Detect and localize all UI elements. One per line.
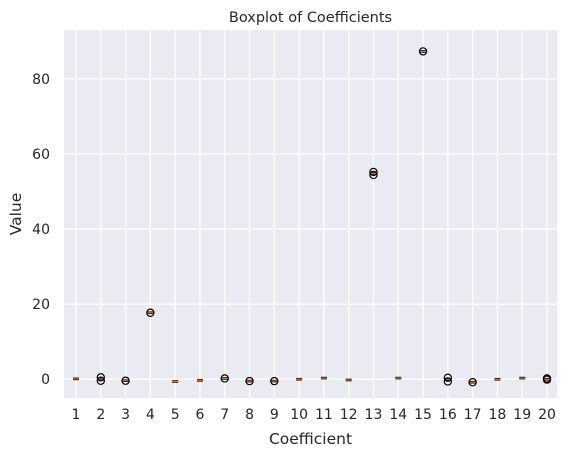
- chart-title: Boxplot of Coefficients: [229, 10, 392, 26]
- x-tick-label: 19: [513, 407, 531, 423]
- x-tick-label: 1: [72, 407, 81, 423]
- x-tick-label: 7: [220, 407, 229, 423]
- x-tick-label: 11: [315, 407, 333, 423]
- x-tick-label: 17: [464, 407, 482, 423]
- y-tick-label: 80: [32, 72, 50, 88]
- x-tick-label: 10: [290, 407, 308, 423]
- x-tick-label: 14: [389, 407, 407, 423]
- x-tick-label: 8: [245, 407, 254, 423]
- x-axis-label: Coefficient: [269, 430, 352, 448]
- x-tick-label: 16: [439, 407, 457, 423]
- x-tick-label: 13: [365, 407, 383, 423]
- y-tick-label: 20: [32, 297, 50, 313]
- x-tick-label: 5: [171, 407, 180, 423]
- x-tick-label: 12: [340, 407, 358, 423]
- x-tick-label: 4: [146, 407, 155, 423]
- x-tick-label: 18: [489, 407, 507, 423]
- x-tick-label: 6: [195, 407, 204, 423]
- y-tick-label: 40: [32, 222, 50, 238]
- x-tick-label: 9: [270, 407, 279, 423]
- plot-area: [64, 30, 557, 398]
- y-tick-label: 60: [32, 147, 50, 163]
- y-axis-label: Value: [7, 193, 25, 236]
- x-tick-label: 2: [96, 407, 105, 423]
- y-tick-label: 0: [41, 372, 50, 388]
- x-tick-label: 20: [538, 407, 556, 423]
- x-tick-label: 3: [121, 407, 130, 423]
- x-tick-label: 15: [414, 407, 432, 423]
